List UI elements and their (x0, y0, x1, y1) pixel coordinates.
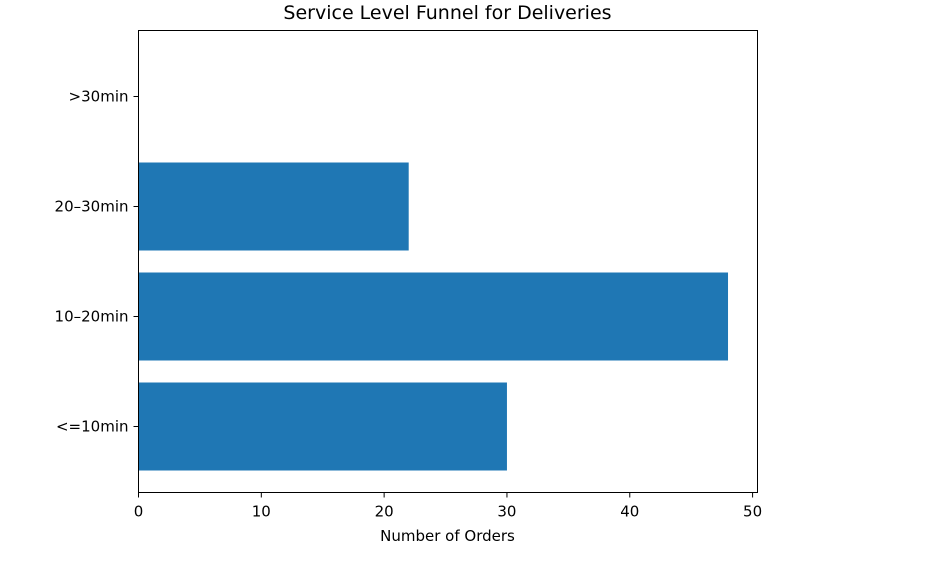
plot-frame (138, 30, 758, 493)
x-tick-label: 0 (134, 503, 144, 521)
x-axis: 0 10 20 30 40 50 (134, 492, 762, 521)
bar (138, 162, 409, 251)
y-tick-label: 10–20min (55, 308, 129, 326)
bar (138, 382, 507, 471)
y-tick-label: 20–30min (55, 198, 129, 216)
bars (138, 162, 729, 471)
y-tick-label: >30min (69, 88, 129, 106)
bar (138, 272, 729, 361)
x-tick-label: 40 (620, 503, 639, 521)
y-tick-label: <=10min (56, 418, 129, 436)
x-tick-label: 30 (497, 503, 516, 521)
y-axis: <=10min 10–20min 20–30min >30min (55, 88, 139, 436)
x-tick-label: 20 (375, 503, 394, 521)
x-tick-label: 50 (743, 503, 762, 521)
x-tick-label: 10 (252, 503, 271, 521)
x-axis-label: Number of Orders (380, 527, 515, 545)
chart-title: Service Level Funnel for Deliveries (283, 2, 611, 24)
